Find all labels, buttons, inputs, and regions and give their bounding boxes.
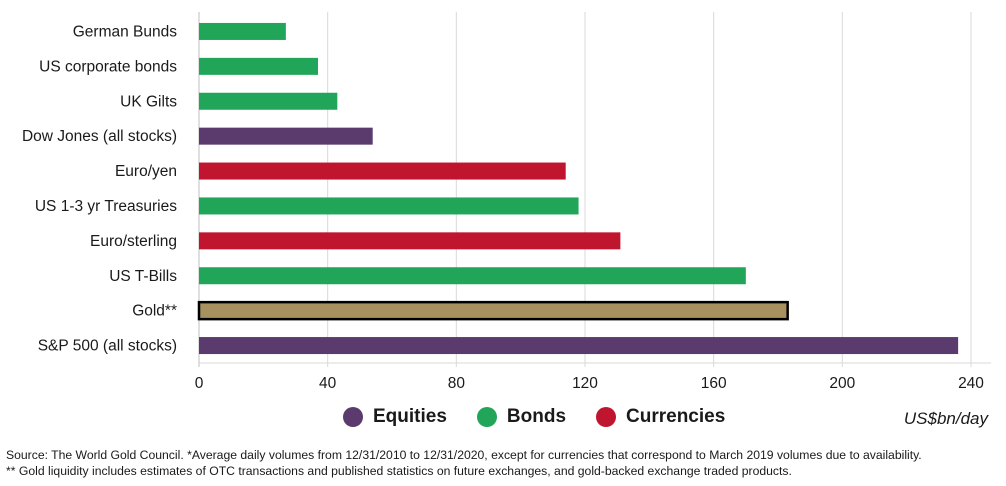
legend-label: Currencies	[626, 406, 726, 427]
category-label: Dow Jones (all stocks)	[22, 128, 177, 145]
x-tick-label: 0	[195, 375, 204, 392]
category-labels: German Bunds US corporate bonds UK Gilts Do…	[22, 23, 177, 354]
legend-item-bonds: Bonds	[476, 406, 567, 428]
legend-label: Equities	[373, 406, 447, 427]
x-tick-label: 200	[829, 375, 855, 392]
bar-dow-jones-all-stocks	[199, 127, 373, 145]
legend-swatch	[596, 407, 617, 427]
bars	[197, 22, 959, 355]
x-tick-label: 40	[319, 375, 337, 392]
source-line-2: ** Gold liquidity includes estimates of …	[6, 464, 792, 478]
legend-item-equities: Equities	[343, 406, 447, 428]
legend-label: Bonds	[506, 406, 567, 427]
legend: Equities Bonds Currencies	[343, 406, 755, 428]
category-label: UK Gilts	[120, 93, 177, 110]
bar-german-bunds	[199, 22, 286, 40]
bar-gold	[197, 300, 789, 321]
category-label: Gold**	[132, 303, 177, 320]
legend-swatch	[476, 407, 497, 427]
bar-euro-sterling	[199, 232, 621, 250]
x-axis-ticks: 0 40 80 120 160 200 240	[195, 375, 985, 392]
category-label: US corporate bonds	[39, 58, 177, 75]
category-label: Euro/sterling	[90, 233, 177, 250]
x-tick-label: 240	[958, 375, 984, 392]
gridlines	[198, 12, 991, 367]
bar-chart: German Bunds US corporate bonds UK Gilts Do…	[22, 12, 991, 392]
legend-swatch	[343, 407, 363, 427]
x-tick-label: 80	[448, 375, 466, 392]
legend-item-currencies: Currencies	[596, 406, 725, 428]
category-label: US T-Bills	[109, 268, 177, 285]
x-tick-label: 160	[701, 375, 727, 392]
bar-s-p-500-all-stocks	[199, 337, 959, 355]
x-tick-label: 120	[572, 375, 598, 392]
unit-label: US$bn/day	[903, 409, 988, 428]
bar-uk-gilts	[199, 92, 338, 110]
bar-euro-yen	[199, 162, 566, 180]
bar-us-corporate-bonds	[199, 57, 319, 75]
category-label: US 1-3 yr Treasuries	[35, 198, 177, 215]
bar-us-1-3-yr-treasuries	[199, 197, 579, 215]
source-line-1: Source: The World Gold Council. *Average…	[6, 448, 922, 462]
category-label: German Bunds	[73, 23, 177, 40]
bar-us-t-bills	[199, 267, 746, 285]
source-note: Source: The World Gold Council. *Average…	[6, 447, 1001, 479]
category-label: Euro/yen	[115, 163, 177, 180]
category-label: S&P 500 (all stocks)	[38, 338, 177, 355]
